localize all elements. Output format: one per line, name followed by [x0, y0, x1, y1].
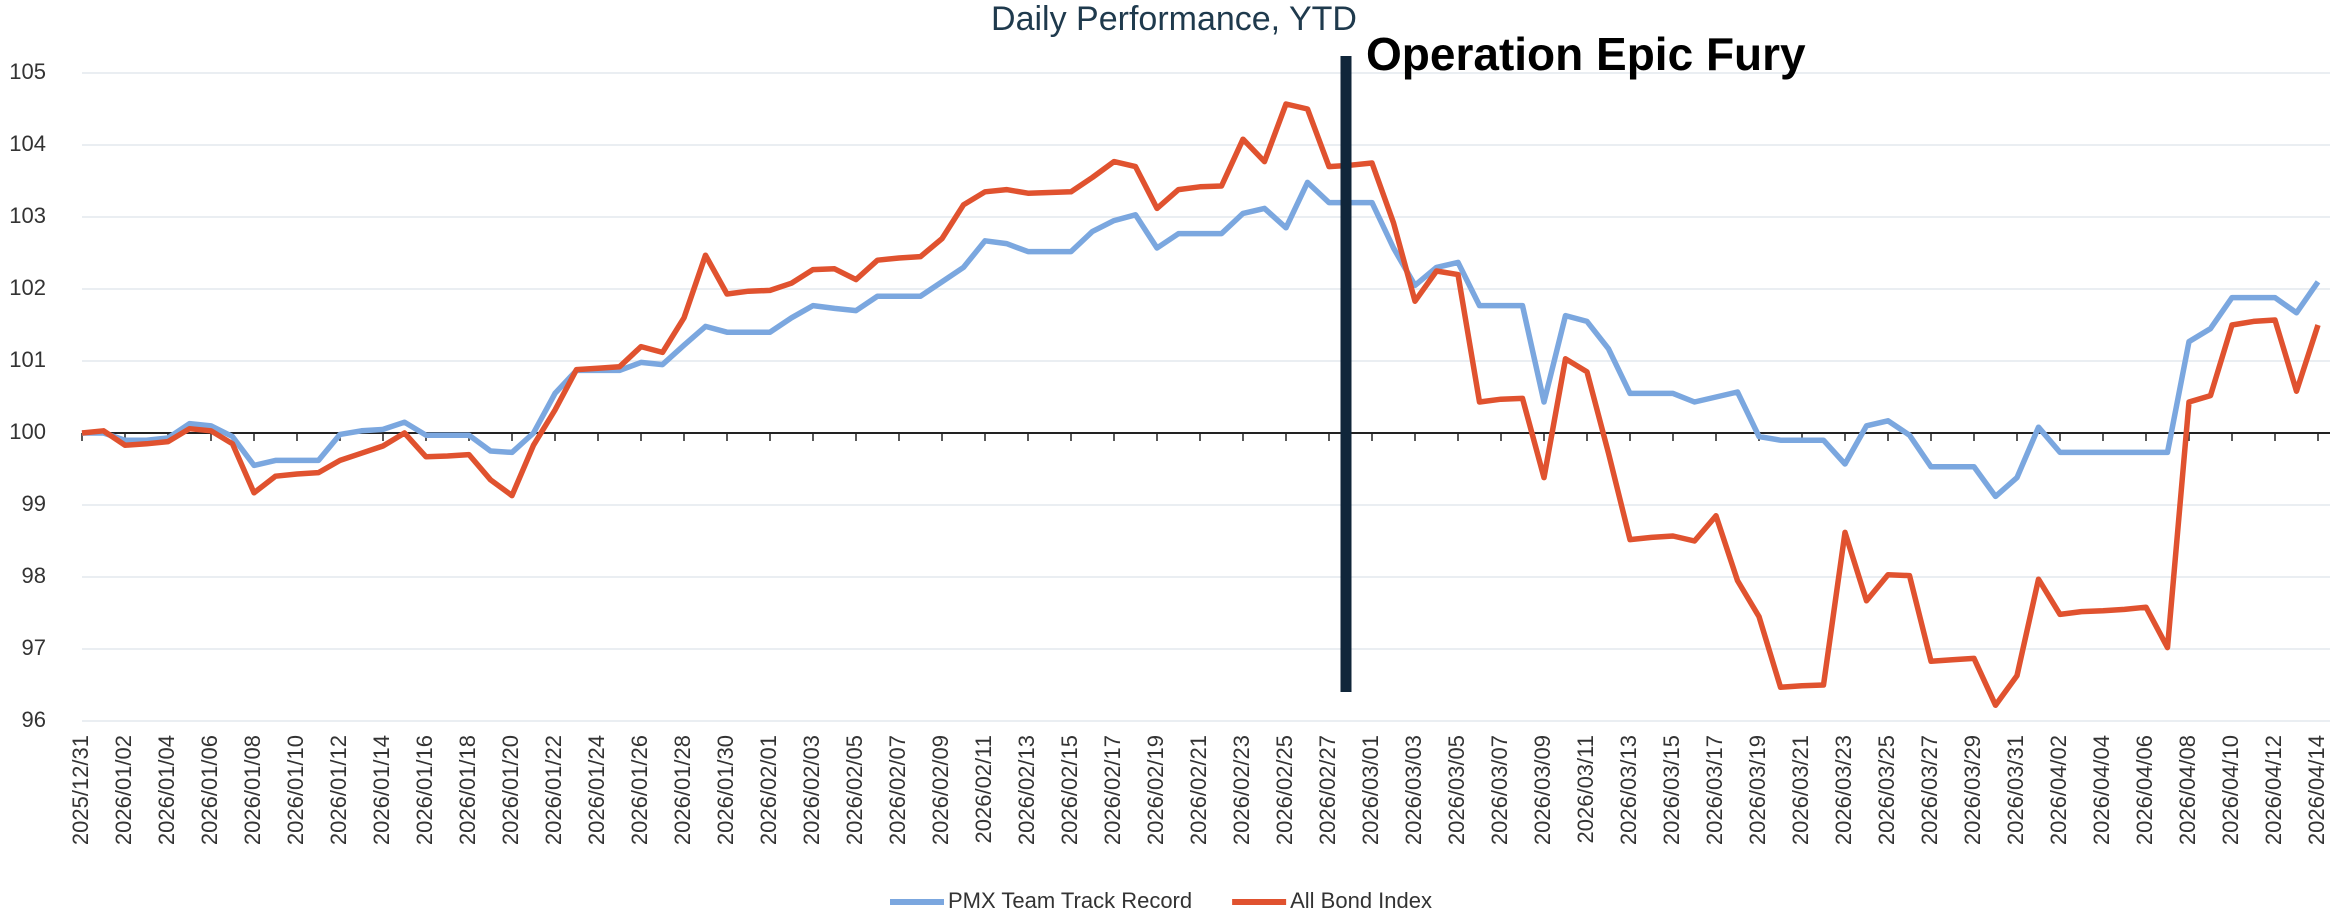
series-line [82, 179, 2321, 500]
chart-title: Daily Performance, YTD [991, 0, 1357, 38]
y-tick-label: 104 [9, 131, 46, 156]
x-tick-label: 2026/01/22 [541, 735, 566, 845]
x-tick-label: 2026/02/19 [1143, 735, 1168, 845]
x-tick-label: 2026/01/24 [584, 735, 609, 845]
y-tick-label: 101 [9, 347, 46, 372]
x-tick-label: 2026/03/05 [1444, 735, 1469, 845]
x-tick-label: 2026/01/14 [369, 735, 394, 845]
x-tick-label: 2026/03/25 [1874, 735, 1899, 845]
x-tick-label: 2026/02/05 [842, 735, 867, 845]
y-tick-label: 100 [9, 419, 46, 444]
x-tick-label: 2026/02/25 [1272, 735, 1297, 845]
x-tick-label: 2026/03/15 [1659, 735, 1684, 845]
x-tick-label: 2026/02/03 [799, 735, 824, 845]
x-tick-label: 2026/01/18 [455, 735, 480, 845]
y-tick-label: 103 [9, 203, 46, 228]
x-tick-label: 2026/03/23 [1831, 735, 1856, 845]
x-tick-label: 2026/01/08 [240, 735, 265, 845]
x-tick-label: 2026/02/27 [1315, 735, 1340, 845]
x-tick-label: 2026/04/04 [2089, 735, 2114, 845]
x-tick-label: 2026/02/07 [885, 735, 910, 845]
y-tick-label: 99 [22, 491, 46, 516]
x-tick-label: 2026/02/09 [928, 735, 953, 845]
x-tick-label: 2026/03/19 [1745, 735, 1770, 845]
x-tick-label: 2026/03/01 [1358, 735, 1383, 845]
y-tick-label: 97 [22, 635, 46, 660]
x-tick-label: 2026/03/09 [1530, 735, 1555, 845]
x-tick-label: 2026/04/10 [2218, 735, 2243, 845]
legend-label: All Bond Index [1290, 888, 1432, 913]
x-tick-label: 2026/03/27 [1917, 735, 1942, 845]
x-tick-label: 2026/01/16 [412, 735, 437, 845]
x-tick-label: 2026/04/14 [2304, 735, 2329, 845]
y-tick-label: 102 [9, 275, 46, 300]
x-tick-label: 2026/01/30 [713, 735, 738, 845]
y-tick-label: 98 [22, 563, 46, 588]
x-tick-label: 2026/02/17 [1100, 735, 1125, 845]
x-tick-label: 2026/02/23 [1229, 735, 1254, 845]
x-tick-label: 2026/03/29 [1960, 735, 1985, 845]
x-tick-label: 2026/03/11 [1573, 735, 1598, 843]
series-line [81, 101, 2321, 708]
x-tick-label: 2026/01/06 [197, 735, 222, 845]
x-tick-label: 2026/01/26 [627, 735, 652, 845]
x-tick-label: 2026/01/12 [326, 735, 351, 845]
x-tick-label: 2026/01/02 [111, 735, 136, 845]
legend-label: PMX Team Track Record [948, 888, 1192, 913]
x-tick-label: 2026/01/04 [154, 735, 179, 845]
x-tick-label: 2026/03/17 [1702, 735, 1727, 845]
x-tick-label: 2026/01/28 [670, 735, 695, 845]
x-tick-label: 2026/03/21 [1788, 735, 1813, 845]
annotation: Operation Epic Fury [1366, 28, 1806, 80]
x-tick-label: 2026/04/08 [2175, 735, 2200, 845]
x-tick-label: 2026/02/11 [971, 735, 996, 843]
y-tick-label: 96 [22, 707, 46, 732]
x-tick-label: 2026/02/15 [1057, 735, 1082, 845]
x-tick-label: 2025/12/31 [68, 735, 93, 845]
x-tick-label: 2026/04/06 [2132, 735, 2157, 845]
x-tick-label: 2026/03/13 [1616, 735, 1641, 845]
x-tick-label: 2026/02/01 [756, 735, 781, 845]
x-tick-label: 2026/03/31 [2003, 735, 2028, 845]
x-tick-label: 2026/03/03 [1401, 735, 1426, 845]
x-tick-label: 2026/04/12 [2261, 735, 2286, 845]
x-tick-label: 2026/01/20 [498, 735, 523, 845]
x-tick-label: 2026/02/13 [1014, 735, 1039, 845]
x-tick-label: 2026/01/10 [283, 735, 308, 845]
x-tick-label: 2026/04/02 [2046, 735, 2071, 845]
x-tick-label: 2026/02/21 [1186, 735, 1211, 845]
y-tick-label: 105 [9, 59, 46, 84]
x-tick-label: 2026/03/07 [1487, 735, 1512, 845]
